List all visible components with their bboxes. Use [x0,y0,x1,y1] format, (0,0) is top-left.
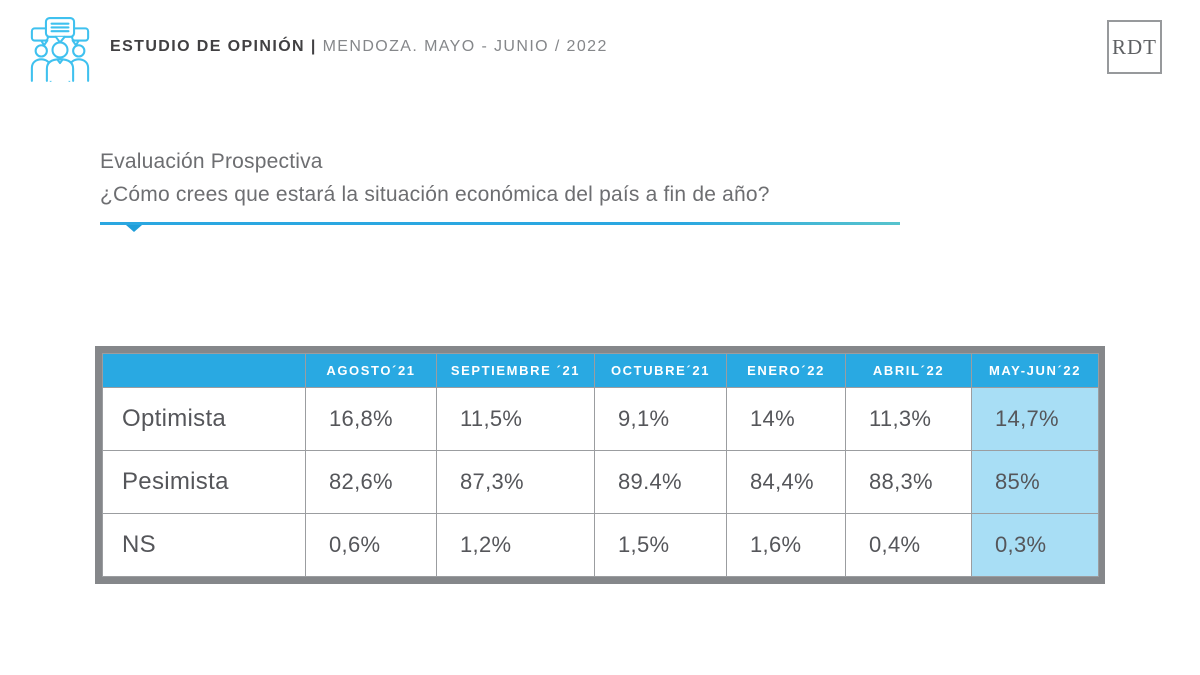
slide-header: ESTUDIO DE OPINIÓN | MENDOZA. MAYO - JUN… [30,16,608,82]
question-title: Evaluación Prospectiva [100,150,323,173]
cell-optimista-mayjun22: 14,7% [971,387,1099,451]
accent-divider-line [100,222,900,232]
column-header-septiembre21: SEPTIEMBRE ´21 [436,353,595,388]
question-block: Evaluación Prospectiva ¿Cómo crees que e… [100,145,770,211]
cell-pesimista-enero22: 84,4% [726,450,846,514]
table-header-row: AGOSTO´21 SEPTIEMBRE ´21 OCTUBRE´21 ENER… [102,353,1099,388]
divider-arrow-marker [126,225,142,232]
cell-ns-enero22: 1,6% [726,513,846,577]
cell-pesimista-agosto21: 82,6% [305,450,437,514]
cell-ns-abril22: 0,4% [845,513,972,577]
cell-ns-agosto21: 0,6% [305,513,437,577]
cell-optimista-enero22: 14% [726,387,846,451]
table-row-optimista: Optimista 16,8% 11,5% 9,1% 14% 11,3% 14,… [102,387,1099,451]
rdt-logo: RDT [1107,20,1162,74]
column-header-enero22: ENERO´22 [726,353,846,388]
column-header-mayjun22: MAY-JUN´22 [971,353,1099,388]
cell-optimista-agosto21: 16,8% [305,387,437,451]
column-header-abril22: ABRIL´22 [845,353,972,388]
cell-pesimista-octubre21: 89.4% [594,450,727,514]
cell-optimista-septiembre21: 11,5% [436,387,595,451]
cell-ns-mayjun22: 0,3% [971,513,1099,577]
people-discussion-icon [30,17,90,82]
cell-pesimista-mayjun22: 85% [971,450,1099,514]
cell-ns-octubre21: 1,5% [594,513,727,577]
row-label-optimista: Optimista [102,387,306,451]
row-label-pesimista: Pesimista [102,450,306,514]
cell-pesimista-septiembre21: 87,3% [436,450,595,514]
cell-pesimista-abril22: 88,3% [845,450,972,514]
row-label-ns: NS [102,513,306,577]
table-row-pesimista: Pesimista 82,6% 87,3% 89.4% 84,4% 88,3% … [102,450,1099,514]
study-title-subtitle: MENDOZA. MAYO - JUNIO / 2022 [322,38,608,55]
results-table-container: AGOSTO´21 SEPTIEMBRE ´21 OCTUBRE´21 ENER… [95,346,1105,584]
results-table: AGOSTO´21 SEPTIEMBRE ´21 OCTUBRE´21 ENER… [102,353,1099,577]
cell-optimista-abril22: 11,3% [845,387,972,451]
column-header-empty [102,353,306,388]
rdt-logo-text: RDT [1112,34,1157,59]
study-title: ESTUDIO DE OPINIÓN | MENDOZA. MAYO - JUN… [110,38,608,60]
question-text: ¿Cómo crees que estará la situación econ… [100,183,770,206]
study-title-bold: ESTUDIO DE OPINIÓN | [110,38,317,55]
cell-optimista-octubre21: 9,1% [594,387,727,451]
table-row-ns: NS 0,6% 1,2% 1,5% 1,6% 0,4% 0,3% [102,513,1099,577]
column-header-agosto21: AGOSTO´21 [305,353,437,388]
column-header-octubre21: OCTUBRE´21 [594,353,727,388]
cell-ns-septiembre21: 1,2% [436,513,595,577]
